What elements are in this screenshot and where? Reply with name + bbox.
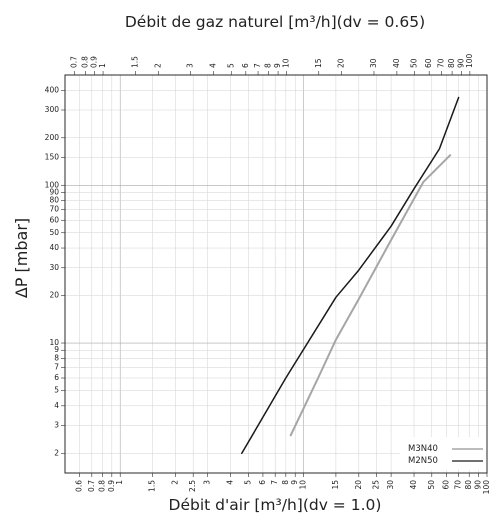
y-tick-label-90: 90: [49, 187, 59, 196]
y-tick-label-200: 200: [45, 133, 60, 142]
x-tick-label-40: 40: [409, 480, 418, 490]
y-tick-label-8: 8: [54, 353, 59, 362]
x-tick-label-70: 70: [454, 480, 463, 490]
y-tick-label-5: 5: [54, 386, 59, 395]
top-x-tick-label-7: 7: [253, 63, 262, 68]
top-x-tick-label-4: 4: [208, 63, 217, 68]
top-x-tick-label-6: 6: [241, 63, 250, 68]
y-tick-label-20: 20: [49, 291, 59, 300]
legend: M3N40 M2N50: [400, 437, 486, 470]
top-x-tick-label-3: 3: [186, 63, 195, 68]
y-tick-label-100: 100: [45, 180, 60, 189]
top-x-tick-label-100: 100: [465, 53, 474, 68]
x-tick-label-50: 50: [427, 480, 436, 490]
legend-label-m3n40: M3N40: [408, 444, 438, 454]
y-tick-label-300: 300: [45, 105, 60, 114]
series-line-m3n40: [289, 154, 452, 437]
x-tick-label-0-9: 0.9: [107, 480, 116, 492]
x-tick-label-20: 20: [354, 480, 363, 490]
x-tick-label-100: 100: [482, 480, 491, 495]
x-tick-label-8: 8: [281, 480, 290, 485]
x-tick-label-80: 80: [464, 480, 473, 490]
y-tick-label-10: 10: [49, 338, 59, 347]
x-tick-label-9: 9: [290, 480, 299, 485]
y-axis-label: ΔP [mbar]: [12, 218, 31, 298]
x-tick-label-0-6: 0.6: [75, 480, 84, 492]
y-tick-label-3: 3: [54, 421, 59, 430]
top-x-tick-label-40: 40: [392, 58, 401, 68]
series-lines: [241, 96, 460, 455]
grid: [65, 75, 488, 473]
legend-box: [400, 437, 486, 470]
legend-label-m2n50: M2N50: [408, 456, 438, 466]
top-x-tick-label-10: 10: [281, 58, 290, 68]
top-x-tick-label-50: 50: [410, 58, 419, 68]
top-x-tick-label-1: 1: [98, 63, 107, 68]
y-tick-label-50: 50: [49, 228, 59, 237]
top-x-tick-label-60: 60: [424, 58, 433, 68]
x-tick-label-2-5: 2.5: [188, 480, 197, 492]
x-tick-label-3: 3: [203, 480, 212, 485]
top-x-tick-label-2: 2: [153, 63, 162, 68]
top-x-tick-label-90: 90: [456, 58, 465, 68]
x-tick-label-0-8: 0.8: [97, 480, 106, 492]
top-x-tick-label-5: 5: [226, 63, 235, 68]
x-tick-label-0-7: 0.7: [87, 480, 96, 492]
axis-ticks: 0.6 0.7 0.8 0.9 1 1.5 2 2.5 3 4 5 6 7 8 9 10 15 20 25 30 40 5…: [45, 53, 491, 494]
y-tick-label-400: 400: [45, 85, 60, 94]
top-x-tick-label-20: 20: [337, 58, 346, 68]
top-x-tick-label-8: 8: [264, 63, 273, 68]
y-tick-label-6: 6: [54, 373, 59, 382]
chart-title: Débit de gaz naturel [m³/h](dv = 0.65): [125, 13, 425, 31]
y-tick-label-80: 80: [49, 196, 59, 205]
top-x-tick-label-0-9: 0.9: [90, 56, 99, 68]
x-axis-label: Débit d'air [m³/h](dv = 1.0): [169, 496, 382, 514]
y-tick-label-4: 4: [54, 401, 59, 410]
y-tick-label-150: 150: [45, 152, 60, 161]
y-tick-label-60: 60: [49, 215, 59, 224]
x-tick-label-10: 10: [299, 480, 308, 490]
top-x-tick-label-80: 80: [447, 58, 456, 68]
y-tick-label-40: 40: [49, 243, 59, 252]
y-tick-label-2: 2: [54, 448, 59, 457]
x-tick-label-60: 60: [441, 480, 450, 490]
x-tick-label-30: 30: [386, 480, 395, 490]
x-tick-label-5: 5: [243, 480, 252, 485]
y-tick-label-30: 30: [49, 263, 59, 272]
x-tick-label-4: 4: [226, 480, 235, 485]
plot-frame: [64, 74, 488, 474]
x-tick-label-6: 6: [258, 480, 267, 485]
x-tick-label-7: 7: [270, 480, 279, 485]
top-x-tick-label-0-7: 0.7: [70, 56, 79, 68]
top-x-tick-label-15: 15: [314, 58, 323, 68]
series-line-m2n50: [241, 96, 460, 455]
top-x-tick-label-9: 9: [273, 63, 282, 68]
top-x-tick-label-30: 30: [369, 58, 378, 68]
top-x-tick-label-70: 70: [436, 58, 445, 68]
y-tick-label-7: 7: [54, 362, 59, 371]
x-tick-label-1: 1: [115, 480, 124, 485]
x-tick-label-1-5: 1.5: [148, 480, 157, 492]
y-tick-label-70: 70: [49, 205, 59, 214]
x-tick-label-2: 2: [170, 480, 179, 485]
x-tick-label-90: 90: [474, 480, 483, 490]
x-tick-label-15: 15: [331, 480, 340, 490]
top-x-tick-label-0-8: 0.8: [80, 56, 89, 68]
top-x-tick-label-1-5: 1.5: [130, 56, 139, 68]
x-tick-label-25: 25: [372, 480, 381, 490]
y-tick-label-9: 9: [54, 345, 59, 354]
